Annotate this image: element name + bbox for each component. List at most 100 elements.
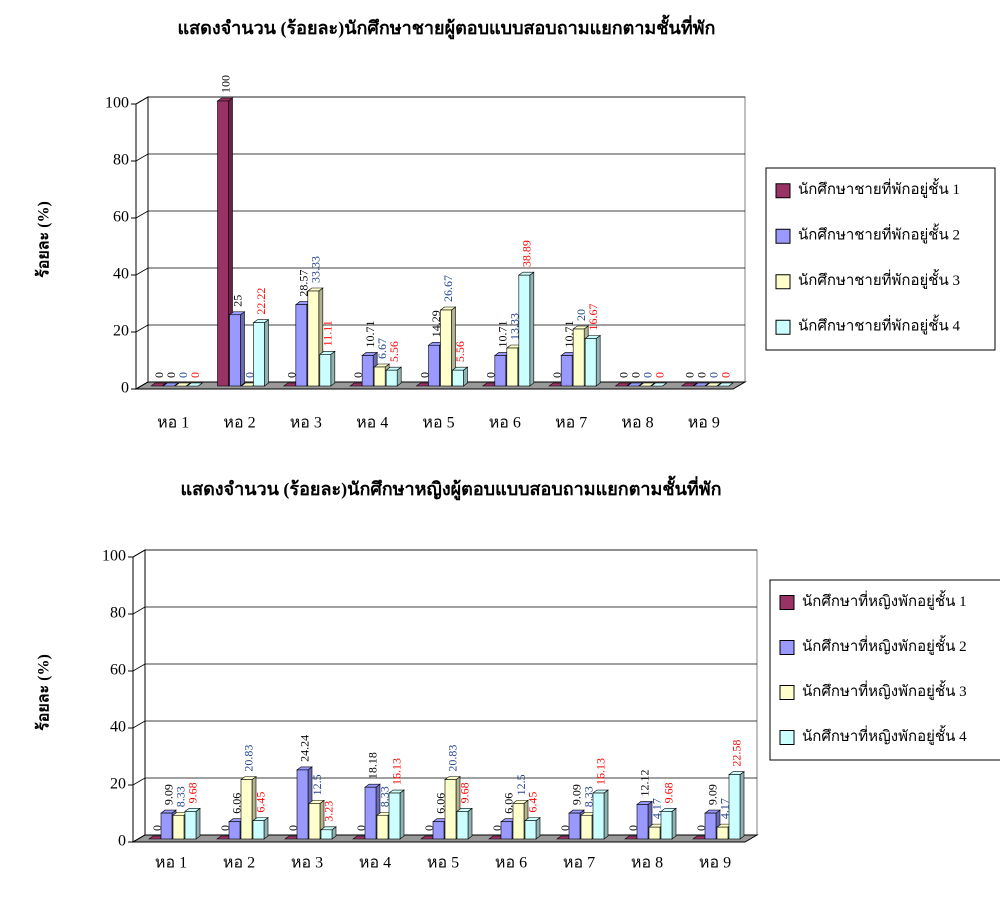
value-label: 20: [574, 309, 588, 321]
x-tick-label: หอ 7: [563, 855, 595, 872]
legend-label: นักศึกษาชายที่พักอยู่ชั้น 2: [798, 224, 960, 244]
legend-swatch: [779, 685, 795, 700]
y-tick-label: 0: [118, 833, 126, 850]
value-label: 6.06: [434, 793, 448, 814]
bar-group: [318, 350, 336, 387]
value-label: 0: [286, 825, 300, 831]
value-label: 10.71: [562, 320, 576, 347]
value-label: 5.56: [387, 341, 401, 362]
bar: [660, 811, 673, 840]
bar-group: [680, 382, 698, 387]
y-tick-label: 60: [113, 209, 129, 226]
bar-side: [330, 350, 336, 387]
bar-group: [704, 382, 722, 387]
value-label: 0: [490, 825, 504, 831]
bar: [307, 290, 320, 387]
bar-top: [626, 382, 644, 387]
grid-line-side: [132, 777, 146, 786]
bar-top: [704, 382, 722, 387]
value-label: 8.33: [378, 786, 392, 807]
y-tick-label: 80: [110, 605, 126, 622]
bar: [494, 355, 507, 387]
x-tick-label: หอ 8: [631, 855, 663, 872]
legend-swatch: [775, 228, 791, 244]
bar-group: [716, 382, 734, 387]
grid-line-side: [132, 663, 146, 672]
bar: [592, 792, 605, 840]
value-label: 0: [719, 372, 733, 378]
bar-top: [692, 382, 710, 387]
bar-top: [150, 382, 168, 387]
value-label: 12.12: [638, 769, 652, 796]
bar-top: [186, 382, 204, 387]
value-label: 0: [707, 372, 721, 378]
y-tick-label: 20: [110, 776, 126, 793]
value-label: 0: [628, 372, 642, 378]
value-label: 4.17: [718, 798, 732, 819]
x-tick-label: หอ 7: [555, 415, 587, 432]
value-label: 0: [683, 372, 697, 378]
grid-line-side: [135, 96, 149, 105]
bar-group: [592, 789, 609, 840]
x-tick-label: หอ 4: [359, 855, 391, 872]
bar-side: [263, 817, 269, 840]
bar: [716, 826, 729, 840]
y-axis-label: ร้อยละ (%): [35, 654, 53, 731]
legend-swatch: [779, 595, 795, 610]
side-wall: [135, 96, 149, 390]
value-label: 20.83: [446, 745, 460, 772]
bar: [373, 366, 386, 387]
value-label: 33.33: [309, 256, 323, 283]
bar: [428, 344, 440, 387]
legend-label: นักศึกษาชายที่พักอยู่ชั้น 3: [798, 269, 960, 289]
legend-swatch: [775, 319, 791, 335]
value-label: 9.09: [162, 784, 176, 805]
legend-swatch: [775, 274, 791, 290]
x-tick-label: หอ 3: [291, 855, 323, 872]
bar: [512, 803, 525, 840]
bar-group: [626, 382, 644, 387]
bar: [364, 786, 377, 840]
bar: [296, 769, 309, 840]
grid-line-side: [132, 720, 146, 729]
bar: [518, 274, 531, 387]
bar-group: [439, 306, 457, 387]
y-tick-label: 40: [113, 266, 129, 283]
value-label: 0: [422, 825, 436, 831]
legend-label: นักศึกษาที่หญิงพักอยู่ชั้น 1: [802, 590, 967, 610]
value-label: 0: [218, 825, 232, 831]
bar: [500, 821, 513, 840]
bar: [376, 814, 389, 840]
x-tick-label: หอ 2: [223, 415, 255, 432]
bar-top: [680, 382, 698, 387]
bar: [524, 820, 537, 840]
bar-group: [252, 817, 269, 840]
value-label: 6.67: [375, 338, 389, 359]
value-label: 8.33: [174, 786, 188, 807]
bar-group: [150, 382, 168, 387]
bar-group: [456, 807, 473, 840]
bar-group: [388, 789, 405, 840]
bar: [580, 814, 593, 840]
bar-top: [716, 382, 734, 387]
value-label: 12.5: [310, 774, 324, 795]
value-label: 5.56: [453, 341, 467, 362]
y-tick-label: 100: [105, 95, 129, 112]
bar-top: [162, 382, 180, 387]
value-label: 0: [188, 372, 202, 378]
value-label: 10.71: [363, 320, 377, 347]
bar: [568, 812, 581, 840]
bar: [217, 100, 229, 387]
bar-group: [614, 382, 632, 387]
bar: [560, 355, 573, 387]
value-label: 0: [417, 372, 431, 378]
legend-label: นักศึกษาชายที่พักอยู่ชั้น 4: [798, 315, 960, 335]
grid-line-side: [132, 606, 146, 615]
bar-group: [385, 366, 403, 387]
bar-side: [739, 771, 745, 840]
value-label: 12.5: [514, 774, 528, 795]
bar: [160, 812, 173, 840]
bar-group: [320, 826, 337, 840]
side-wall: [132, 549, 146, 843]
